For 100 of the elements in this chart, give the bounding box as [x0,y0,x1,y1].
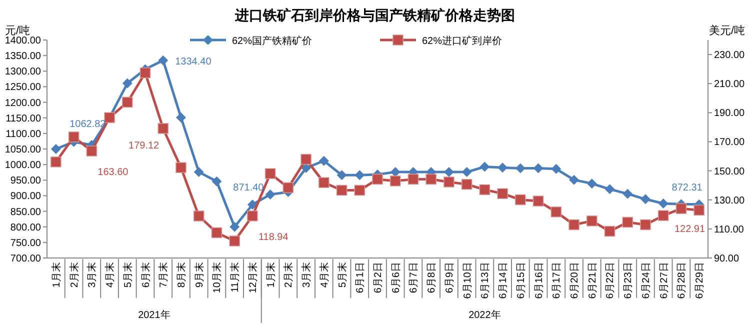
x-tick-label: 4月末 [318,262,330,288]
point [550,206,562,218]
point [462,167,472,178]
y2-tick-label: 110.00 [714,224,744,236]
point [444,176,454,188]
text: 2022年 [468,309,501,321]
point [480,162,490,172]
point [265,189,276,200]
y2-tick-label: 170.00 [714,137,746,148]
x-tick-label: 1月末 [50,262,62,288]
point [212,176,222,186]
y-axis-title: 元/吨 [5,24,30,37]
data-label: 179.12 [128,140,160,152]
point [158,55,168,66]
point [586,216,598,226]
x-tick-label: 6月20日 [570,262,581,299]
chart-title: 进口铁矿石到岸价格与国产铁精矿价格走势图 [234,7,515,23]
point [694,204,704,216]
x-tick-label: 6月17日 [552,262,563,299]
x-tick-label: 6月10日 [462,262,474,299]
x-tick-label: 6月6日 [390,262,402,294]
point [50,144,61,154]
point [140,67,151,78]
point [533,163,544,174]
y-tick-label: 1250.00 [4,82,42,94]
y-tick-label: 1300.00 [4,66,42,78]
y-tick-label: 1000.00 [4,160,42,172]
x-tick-label: 6月7日 [408,262,420,294]
x-tick-label: 2月末 [282,262,295,288]
y-tick-label: 850.00 [10,206,42,218]
point [176,112,186,123]
y-tick-label: 950.00 [10,176,42,187]
y-tick-label: 1200.00 [4,98,42,109]
point [264,168,276,179]
y-tick-label: 1350.00 [4,51,42,62]
x-tick-label: 3月末 [300,262,313,288]
x-tick-label: 6月9日 [444,262,456,294]
x-tick-label: 7月末 [158,262,170,288]
x-tick-label: 10月末 [211,262,224,294]
point [176,162,186,174]
data-label: 163.60 [98,167,129,178]
y-tick-label: 700.00 [10,254,42,264]
x-tick-label: 6月8日 [426,262,438,294]
point [622,216,634,228]
x-tick-label: 9月末 [193,262,206,288]
point [551,164,562,174]
point [515,163,526,174]
legend-label: 62%国产铁精矿价 [232,35,312,47]
x-tick-label: 4月末 [104,262,116,288]
y-tick-label: 1100.00 [6,128,42,140]
y2-tick-label: 210.00 [714,79,746,90]
point [532,196,544,206]
point [50,156,62,168]
point [318,177,330,188]
data-label: 118.94 [258,232,289,243]
y-tick-label: 1400.00 [4,36,42,46]
x-tick-label: 6月23日 [623,262,634,299]
point [498,162,508,173]
point [604,226,616,237]
x-tick-label: 2月末 [68,262,80,288]
y-tick-label: 900.00 [10,191,42,202]
x-tick-label: 6月28日 [676,262,688,299]
x-tick-label: 3月末 [86,262,98,288]
point [408,174,419,185]
x-tick-label: 6月末 [140,262,152,288]
point [622,188,633,199]
point [229,236,240,246]
x-tick-label: 6月1日 [355,262,366,294]
point [336,170,347,180]
y2-axis-title: 美元/吨 [708,24,745,37]
point [247,210,258,222]
point [372,174,383,185]
x-tick-label: 6月14日 [498,262,510,299]
point [300,154,312,165]
data-label: 1334.40 [175,56,212,68]
y2-tick-label: 90.00 [714,254,740,264]
x-tick-label: 5月末 [122,262,134,288]
point [676,203,687,214]
point [390,176,401,186]
point [515,194,526,206]
x-tick-label: 8月末 [175,262,188,288]
point [479,184,490,196]
y2-tick-label: 130.00 [714,195,746,206]
point [461,178,472,190]
point [354,170,365,180]
x-tick-label: 6月15日 [516,262,527,299]
point [158,123,169,134]
x-tick-label: 12月末 [246,262,259,294]
x-tick-label: 11月末 [229,262,242,292]
y2-tick-label: 150.00 [714,166,746,178]
point [586,178,597,189]
text: 2021年 [138,309,170,321]
point [318,156,329,166]
x-tick-label: 6月2日 [373,262,384,294]
x-tick-label: 6月24日 [640,262,652,299]
y2-tick-label: 190.00 [714,108,746,120]
point [640,194,650,204]
x-tick-label: 6月16日 [534,262,545,299]
point [497,188,508,200]
point [640,219,651,230]
